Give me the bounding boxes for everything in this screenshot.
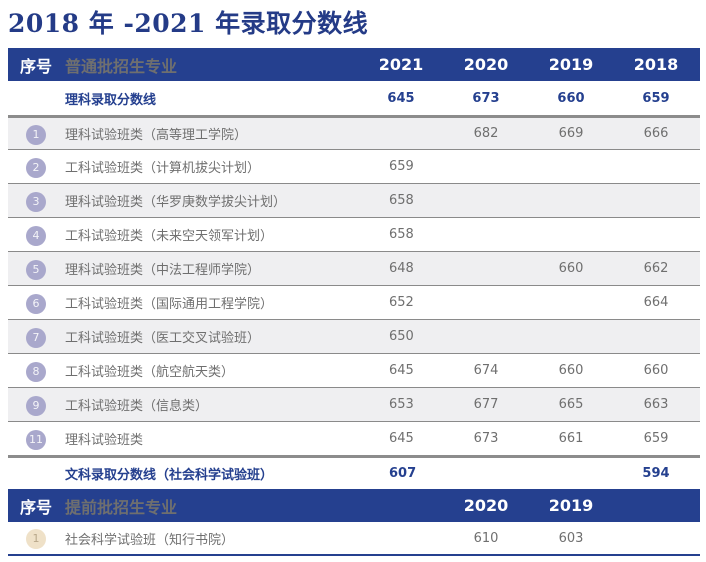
major-name: 理科试验班类（华罗庚数学拔尖计划） <box>65 195 287 210</box>
table-row: 1 社会科学试验班（知行书院） 610 603 <box>8 522 700 556</box>
score-2020: 682 <box>473 126 499 141</box>
header-year-2019: 2019 <box>548 496 594 515</box>
page-title: 2018 年 -2021 年录取分数线 <box>8 9 369 38</box>
table-row: 7 工科试验班类（医工交叉试验班） 650 <box>8 319 700 353</box>
table-header-early: 序号 提前批招生专业 2020 2019 <box>8 489 700 522</box>
score-2021: 658 <box>389 193 414 208</box>
major-name: 工科试验班类（未来空天领军计划） <box>65 229 274 244</box>
table-row: 8 工科试验班类（航空航天类） 645 674 660 660 <box>8 353 700 387</box>
science-summary-row: 理科录取分数线 645 673 660 659 <box>8 81 700 115</box>
summary-label: 文科录取分数线（社会科学试验班） <box>65 468 274 483</box>
score-2021: 650 <box>389 329 414 344</box>
major-name: 工科试验班类（航空航天类） <box>65 365 235 380</box>
score-2021: 645 <box>389 363 414 378</box>
score-2018: 663 <box>643 397 669 412</box>
admission-score-table: 序号 普通批招生专业 2021 2020 2019 2018 理科录取分数线 6… <box>8 48 700 556</box>
index-badge: 11 <box>26 429 46 450</box>
summary-2019: 660 <box>557 90 585 106</box>
score-2020: 610 <box>473 530 499 546</box>
header-index: 序号 <box>19 56 52 76</box>
score-2018: 660 <box>643 363 669 378</box>
index-badge: 5 <box>26 259 46 280</box>
index-badge: 4 <box>26 225 46 246</box>
index-badge: 2 <box>26 157 46 178</box>
major-name: 工科试验班类（国际通用工程学院） <box>65 297 274 312</box>
table-row: 2 工科试验班类（计算机拔尖计划） 659 <box>8 149 700 183</box>
index-badge: 3 <box>26 191 46 212</box>
header-year-2020: 2020 <box>463 496 509 515</box>
score-2018: 659 <box>643 431 669 446</box>
table-row: 5 理科试验班类（中法工程师学院） 648 660 662 <box>8 251 700 285</box>
index-badge: 6 <box>26 293 46 314</box>
header-index: 序号 <box>19 497 52 517</box>
score-2019: 661 <box>558 431 584 446</box>
score-2019: 665 <box>558 397 584 412</box>
index-badge: 7 <box>26 327 46 348</box>
major-name: 工科试验班类（计算机拔尖计划） <box>65 161 261 176</box>
major-name: 理科试验班类（高等理工学院） <box>65 128 248 143</box>
major-name: 工科试验班类（信息类） <box>65 399 209 414</box>
score-2021: 653 <box>389 397 414 412</box>
score-2019: 660 <box>558 363 584 378</box>
header-year-2018: 2018 <box>633 55 679 74</box>
score-2020: 673 <box>473 431 499 446</box>
major-name: 理科试验班类 <box>65 433 144 448</box>
table-row: 9 工科试验班类（信息类） 653 677 665 663 <box>8 387 700 421</box>
major-name: 理科试验班类（中法工程师学院） <box>65 263 261 278</box>
liberal-summary-row: 文科录取分数线（社会科学试验班） 607 594 <box>8 455 700 489</box>
index-badge: 1 <box>26 529 46 549</box>
table-row: 4 工科试验班类（未来空天领军计划） 658 <box>8 217 700 251</box>
score-2021: 652 <box>389 295 414 310</box>
index-badge: 1 <box>26 124 46 145</box>
index-badge: 8 <box>26 361 46 382</box>
table-header-regular: 序号 普通批招生专业 2021 2020 2019 2018 <box>8 48 700 81</box>
major-name: 工科试验班类（医工交叉试验班） <box>65 331 261 346</box>
summary-label: 理科录取分数线 <box>65 92 157 108</box>
score-2020: 677 <box>473 397 499 412</box>
summary-2020: 673 <box>472 90 500 106</box>
table-row: 11 理科试验班类 645 673 661 659 <box>8 421 700 455</box>
score-2018: 662 <box>643 261 669 276</box>
summary-2018: 659 <box>642 90 670 106</box>
score-2019: 669 <box>558 126 584 141</box>
header-major: 提前批招生专业 <box>65 497 178 517</box>
major-name: 社会科学试验班（知行书院） <box>65 532 235 548</box>
score-2021: 648 <box>389 261 414 276</box>
score-2020: 674 <box>473 363 499 378</box>
table-row: 1 理科试验班类（高等理工学院） 682 669 666 <box>8 115 700 149</box>
score-2018: 664 <box>643 295 669 310</box>
score-2018: 666 <box>643 126 669 141</box>
summary-2021: 645 <box>387 90 415 106</box>
score-2021: 645 <box>389 431 414 446</box>
header-year-2020: 2020 <box>463 55 509 74</box>
header-major: 普通批招生专业 <box>65 56 178 76</box>
score-2019: 660 <box>558 261 584 276</box>
score-2021: 658 <box>389 227 414 242</box>
score-2021: 659 <box>389 159 414 174</box>
table-row: 3 理科试验班类（华罗庚数学拔尖计划） 658 <box>8 183 700 217</box>
index-badge: 9 <box>26 395 46 416</box>
header-year-2019: 2019 <box>548 55 594 74</box>
table-row: 6 工科试验班类（国际通用工程学院） 652 664 <box>8 285 700 319</box>
header-year-2021: 2021 <box>378 55 424 74</box>
score-2019: 603 <box>558 530 584 546</box>
summary-2018: 594 <box>642 466 670 481</box>
summary-2021: 607 <box>389 466 417 481</box>
